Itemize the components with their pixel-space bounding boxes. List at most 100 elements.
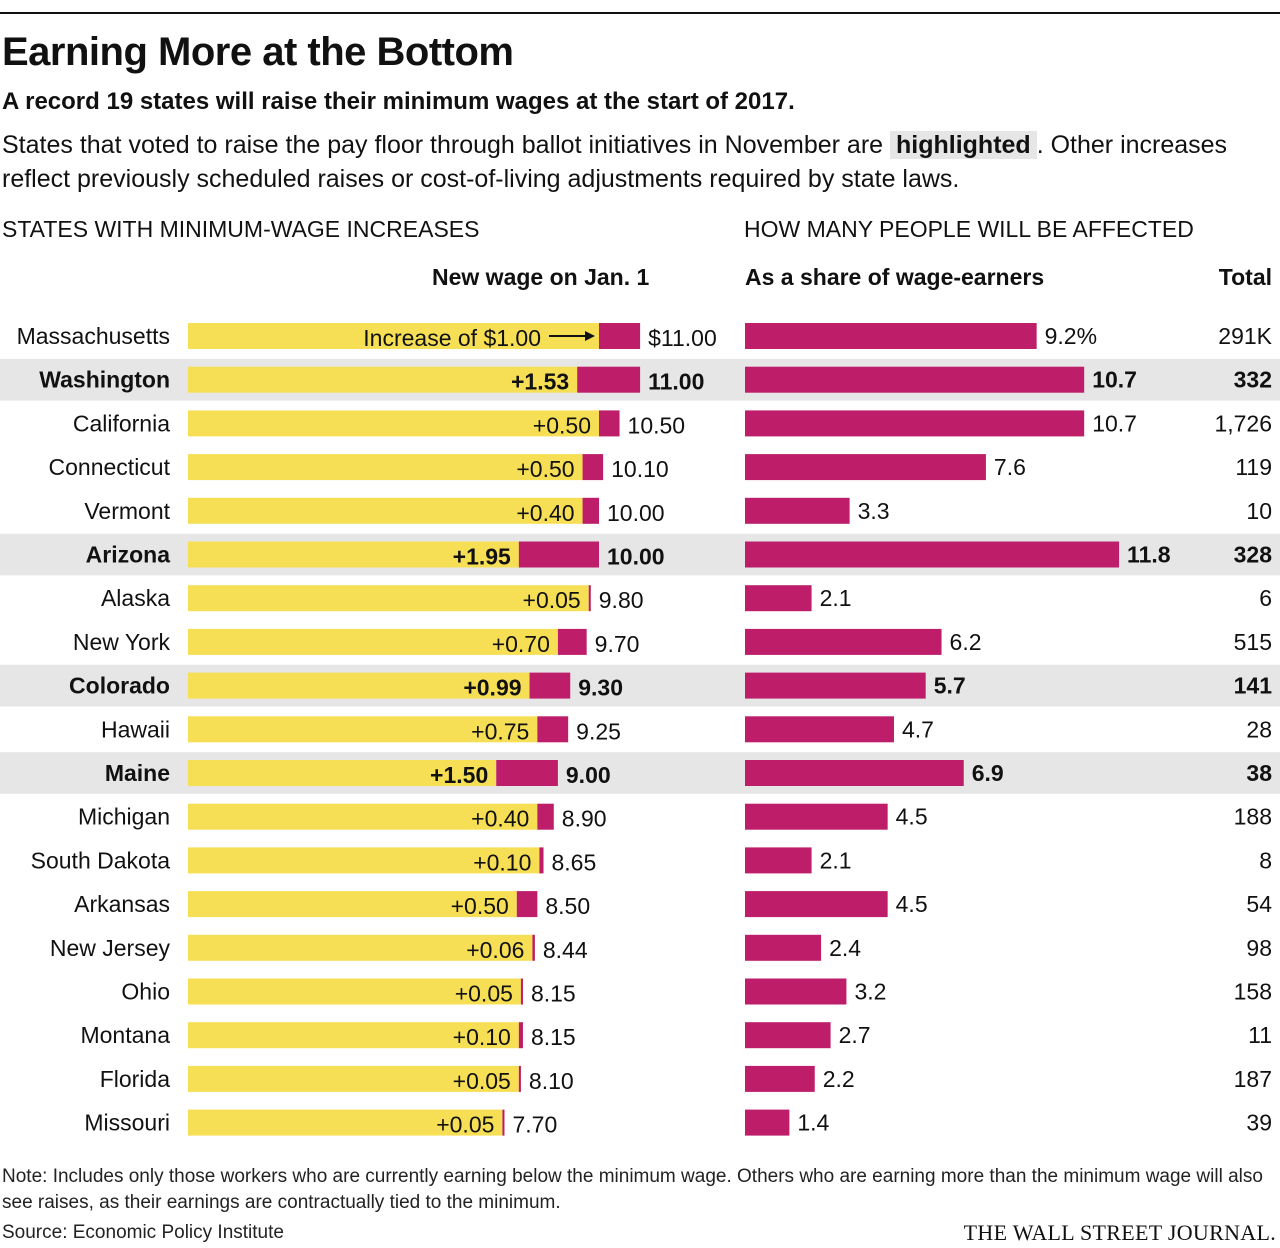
previous-wage-bar [188, 454, 583, 481]
intro-text: States that voted to raise the pay floor… [2, 128, 1272, 196]
state-label: Maine [105, 760, 170, 786]
state-label: Hawaii [101, 716, 170, 742]
increase-label: +0.06 [466, 937, 524, 963]
new-wage-label: 7.70 [512, 1112, 557, 1138]
new-wage-label: 10.10 [611, 456, 669, 482]
increase-label: +0.05 [436, 1112, 494, 1138]
previous-wage-bar [188, 934, 533, 961]
increase-bar [539, 847, 544, 874]
share-bar [745, 716, 894, 743]
intro-after: . Other increases reflect previously sch… [2, 131, 1228, 193]
chart-title: Earning More at the Bottom [2, 30, 514, 74]
share-label: 7.6 [994, 454, 1026, 480]
state-label: California [73, 410, 170, 436]
new-wage-label: 8.15 [531, 981, 576, 1007]
increase-bar [496, 760, 558, 786]
state-label: Arizona [86, 542, 171, 568]
share-bar [745, 541, 1120, 568]
share-label: 4.5 [896, 891, 928, 917]
share-bar [745, 672, 926, 699]
new-wage-label: $11.00 [648, 325, 717, 351]
state-label: Michigan [78, 804, 170, 830]
increase-label: +0.70 [492, 631, 550, 657]
total-label: 10 [1246, 498, 1272, 524]
increase-bar [520, 978, 523, 1005]
new-wage-label: 10.50 [628, 412, 686, 438]
total-label: 98 [1246, 935, 1272, 961]
previous-wage-bar [188, 366, 578, 393]
intro-before: States that voted to raise the pay floor… [2, 131, 890, 159]
increase-label: +0.50 [516, 456, 574, 482]
new-wage-label: 8.44 [543, 937, 588, 963]
increase-bar [518, 1022, 523, 1049]
publisher-logo: THE WALL STREET JOURNAL. [963, 1220, 1276, 1245]
state-label: Connecticut [49, 454, 171, 480]
increase-bar [532, 934, 535, 961]
state-label: Missouri [84, 1110, 170, 1136]
total-label: 291K [1218, 323, 1272, 349]
share-bar [745, 1022, 831, 1049]
previous-wage-bar [188, 716, 538, 743]
share-bar [745, 760, 964, 786]
state-label: Vermont [84, 498, 170, 524]
left-section-title: STATES WITH MINIMUM-WAGE INCREASES [2, 216, 480, 242]
new-wage-header: New wage on Jan. 1 [432, 264, 650, 290]
state-label: Washington [39, 367, 170, 393]
previous-wage-bar [188, 410, 599, 437]
share-bar [745, 410, 1085, 437]
increase-bar [516, 891, 538, 918]
previous-wage-bar [188, 541, 519, 568]
state-label: Massachusetts [17, 323, 170, 349]
share-bar [745, 891, 888, 918]
increase-label: +1.53 [511, 369, 569, 395]
previous-wage-bar [188, 891, 517, 918]
share-label: 3.3 [858, 498, 890, 524]
total-label: 158 [1234, 979, 1272, 1005]
previous-wage-bar [188, 497, 583, 524]
total-label: 39 [1246, 1110, 1272, 1136]
new-wage-label: 8.90 [562, 806, 607, 832]
state-label: Alaska [101, 585, 170, 611]
increase-bar [599, 410, 620, 437]
share-bar [745, 934, 822, 961]
share-label: 2.4 [829, 935, 861, 961]
new-wage-label: 10.00 [607, 500, 665, 526]
increase-bar [537, 716, 569, 743]
source: Source: Economic Policy Institute [2, 1222, 284, 1243]
share-label: 6.9 [972, 760, 1004, 786]
increase-bar [599, 323, 641, 349]
share-label: 2.2 [823, 1066, 855, 1092]
previous-wage-bar [188, 628, 558, 655]
increase-label: +1.95 [453, 544, 511, 570]
previous-wage-bar [188, 1065, 519, 1092]
increase-bar [588, 585, 591, 612]
state-label: Montana [80, 1022, 170, 1048]
total-label: 54 [1246, 891, 1272, 917]
previous-wage-bar [188, 803, 538, 830]
previous-wage-bar [188, 585, 589, 612]
total-label: 38 [1246, 760, 1272, 786]
state-label: Florida [100, 1066, 171, 1092]
total-label: 141 [1234, 673, 1273, 699]
previous-wage-bar [188, 672, 530, 699]
total-label: 6 [1259, 585, 1272, 611]
increase-bar [537, 803, 554, 830]
increase-bar [529, 672, 571, 699]
chart-subtitle: A record 19 states will raise their mini… [2, 88, 795, 115]
increase-bar [518, 1065, 521, 1092]
increase-bar [557, 628, 587, 655]
new-wage-label: 8.15 [531, 1024, 576, 1050]
new-wage-label: 9.70 [595, 631, 640, 657]
increase-bar [577, 366, 641, 393]
previous-wage-bar [188, 760, 497, 786]
share-label: 2.1 [820, 847, 852, 873]
new-wage-label: 9.80 [599, 587, 644, 613]
share-label: 5.7 [934, 673, 966, 699]
total-label: 28 [1246, 716, 1272, 742]
new-wage-label: 8.65 [552, 849, 597, 875]
share-bar [745, 1065, 815, 1092]
footnote: Note: Includes only those workers who ar… [2, 1166, 1263, 1213]
state-label: New York [73, 629, 171, 655]
increase-label: +0.99 [463, 675, 521, 701]
share-label: 11.8 [1127, 542, 1171, 568]
